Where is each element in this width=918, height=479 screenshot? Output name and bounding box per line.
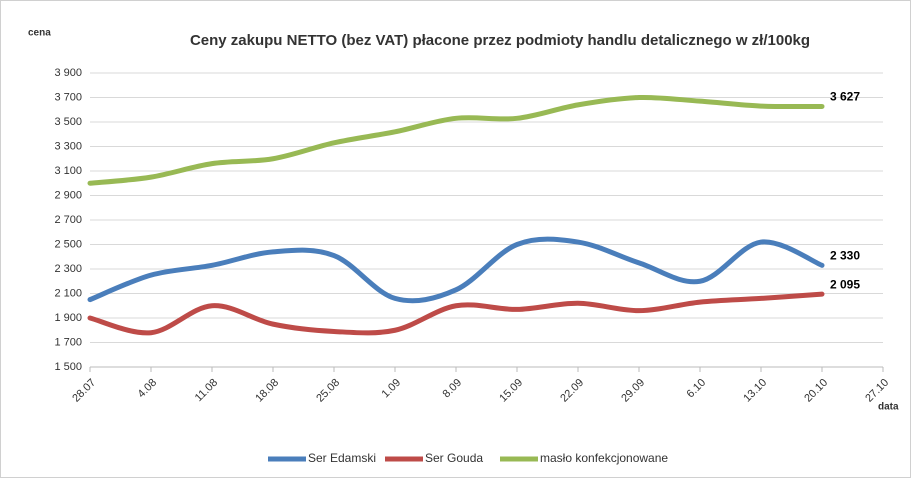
- chart-title: Ceny zakupu NETTO (bez VAT) płacone prze…: [190, 32, 810, 49]
- y-tick-label: 2 300: [54, 263, 82, 275]
- y-tick-label: 3 900: [54, 67, 82, 79]
- series-line: [87, 291, 825, 336]
- y-tick-label: 2 100: [54, 287, 82, 299]
- y-tick-label: 3 700: [54, 91, 82, 103]
- series-line: [87, 94, 825, 186]
- legend-label: Ser Gouda: [425, 451, 483, 465]
- legend-label: masło konfekcjonowane: [540, 451, 668, 465]
- y-tick-label: 2 700: [54, 214, 82, 226]
- data-label: 3 627: [830, 90, 860, 104]
- y-tick-label: 1 500: [54, 361, 82, 373]
- y-tick-label: 1 700: [54, 336, 82, 348]
- y-tick-label: 1 900: [54, 312, 82, 324]
- series-line: [87, 236, 825, 304]
- y-axis-label: cena: [28, 28, 51, 39]
- data-label: 2 095: [830, 277, 860, 291]
- y-tick-label: 2 900: [54, 189, 82, 201]
- legend-label: Ser Edamski: [308, 451, 376, 465]
- y-tick-label: 3 100: [54, 165, 82, 177]
- data-label: 2 330: [830, 248, 860, 262]
- y-tick-label: 3 500: [54, 116, 82, 128]
- y-tick-label: 3 300: [54, 140, 82, 152]
- x-axis-label: data: [878, 402, 899, 413]
- y-tick-label: 2 500: [54, 238, 82, 250]
